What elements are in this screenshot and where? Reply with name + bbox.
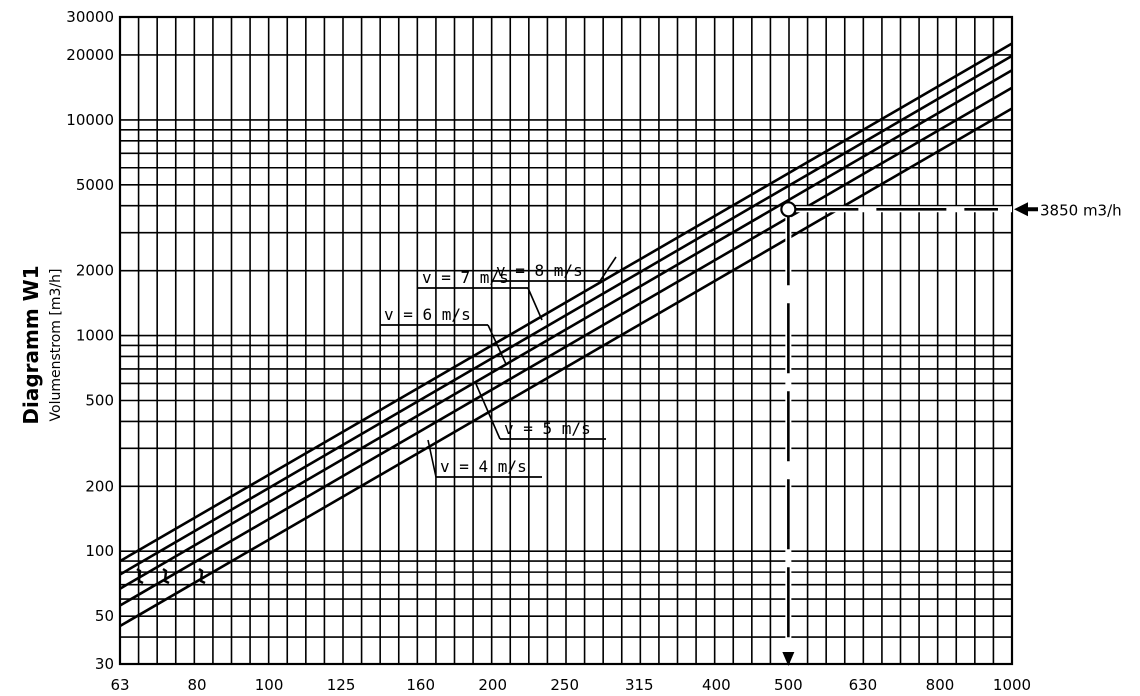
y-tick-label: 5000 [76,176,114,194]
series-label-6-ms: v = 6 m/s [384,305,471,324]
line-kink-mark [162,568,170,585]
label-leader [599,256,617,282]
label-leader [487,324,507,365]
x-tick-label: 125 [327,676,356,694]
tick-labels: 63 80 100 125 160 200 250 315 400 500 630 800 1000 30… [66,8,1031,694]
line-kink-mark [136,568,144,585]
series-line-6-ms [119,69,1013,590]
series-line-4-ms [119,107,1013,628]
y-tick-label: 200 [85,477,114,495]
chart-title: Diagramm W1 [19,265,43,424]
y-axis-label: Volumenstrom [m3/h] [48,269,64,422]
x-tick-label: 80 [188,676,207,694]
series-line-8-ms [119,42,1013,563]
arrow-left-icon [1014,202,1038,217]
x-tick-label: 160 [406,676,435,694]
y-tick-label: 10000 [66,111,114,129]
series-line-5-ms [119,86,1013,607]
x-tick-label: 800 [926,676,955,694]
series-label-5-ms: v = 5 m/s [504,419,591,438]
annotation-label-3850: 3850 m3/h [1040,201,1122,219]
label-leader [475,383,501,440]
series-lines [119,42,1013,628]
label-leader [427,439,437,478]
series-line-7-ms [119,54,1013,576]
y-tick-label: 100 [85,542,114,560]
x-tick-label: 63 [110,676,129,694]
x-tick-label: 100 [255,676,284,694]
y-tick-label: 30 [95,655,114,673]
x-tick-label: 400 [702,676,731,694]
y-tick-label: 30000 [66,8,114,26]
annotations: 3850 m3/h [780,201,1122,666]
y-tick-label: 50 [95,607,114,625]
x-tick-label: 630 [849,676,878,694]
grid [118,15,1014,666]
plot-frame [118,15,1014,666]
x-tick-label: 200 [478,676,507,694]
y-tick-label: 500 [85,391,114,409]
y-tick-label: 2000 [76,262,114,280]
x-tick-label: 250 [550,676,579,694]
x-tick-label: 1000 [993,676,1031,694]
series-label-7-ms: v = 7 m/s [422,268,509,287]
arrow-down-icon [782,652,795,666]
line-kink-mark [198,568,206,585]
intersection-marker [780,201,797,218]
label-leader [527,287,543,321]
series-label-4-ms: v = 4 m/s [440,457,527,476]
y-tick-label: 1000 [76,327,114,345]
series-label-8-ms: v = 8 m/s [496,261,583,280]
x-tick-label: 315 [625,676,654,694]
x-tick-label: 500 [774,676,803,694]
y-tick-label: 20000 [66,46,114,64]
series-labels: v = 4 m/s v = 5 m/s v = 6 m/s v = 7 m/sv = … [380,256,617,478]
